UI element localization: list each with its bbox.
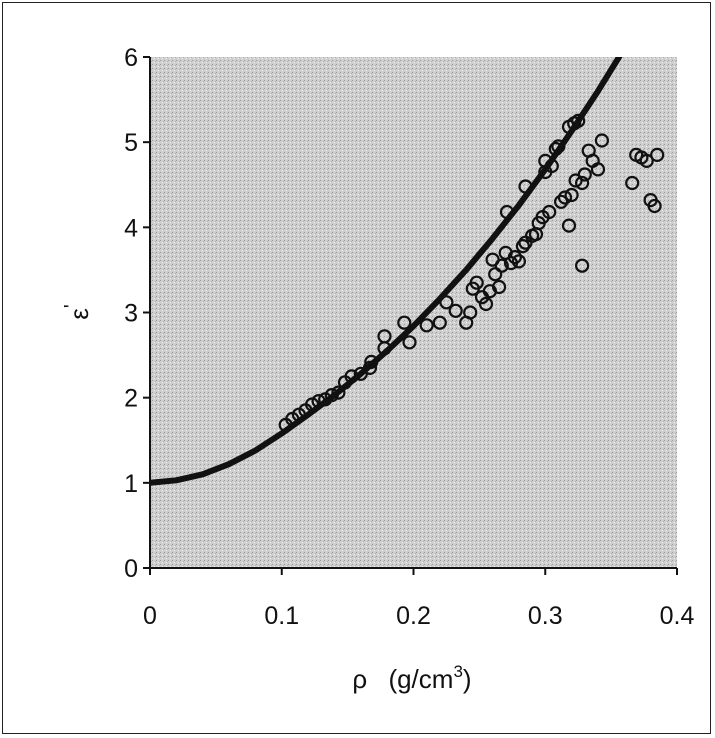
data-point <box>324 388 339 403</box>
data-point <box>311 394 326 409</box>
data-point <box>551 139 566 154</box>
data-point <box>402 335 417 350</box>
x-tick-label: 0 <box>143 602 157 630</box>
x-axis-label: ρ (g/cm3) <box>352 662 471 694</box>
y-ticks: 0 1 2 3 4 5 6 <box>124 44 150 583</box>
y-tick-label: 3 <box>124 300 138 328</box>
data-point <box>331 385 346 400</box>
data-point <box>594 133 610 148</box>
data-point <box>639 153 654 168</box>
x-axis-label-exponent: 3 <box>453 662 462 681</box>
x-ticks: 0 0.1 0.2 0.3 0.4 <box>143 568 694 630</box>
y-axis-label-prime: ' <box>61 304 83 308</box>
y-tick-label: 1 <box>124 470 138 498</box>
data-point <box>542 204 557 220</box>
data-point <box>419 318 434 333</box>
data-point <box>499 204 515 220</box>
y-tick-label: 6 <box>124 44 138 72</box>
data-point <box>574 175 590 191</box>
plot-area <box>150 57 677 568</box>
data-point <box>469 275 484 290</box>
data-point <box>548 141 563 157</box>
data-point <box>625 175 640 191</box>
data-point <box>544 158 559 174</box>
y-tick-label: 4 <box>124 214 138 242</box>
x-tick-label: 0.1 <box>264 602 299 630</box>
data-point <box>364 354 379 369</box>
y-tick-label: 0 <box>124 555 138 583</box>
data-point <box>362 360 378 375</box>
y-tick-label: 5 <box>124 129 138 157</box>
data-point <box>574 258 590 273</box>
series-layer <box>150 57 665 486</box>
x-tick-label: 0.2 <box>396 602 431 630</box>
data-point <box>647 198 662 214</box>
data-point <box>432 315 447 330</box>
data-point <box>377 329 392 344</box>
data-point <box>571 113 586 129</box>
data-point <box>492 279 507 295</box>
data-point <box>518 179 533 194</box>
data-point <box>463 305 478 320</box>
data-point <box>557 190 573 205</box>
y-tick-label: 2 <box>124 385 138 413</box>
data-point <box>511 254 527 269</box>
data-point <box>553 194 569 209</box>
data-point <box>561 218 577 233</box>
data-point <box>448 303 463 318</box>
x-axis-label-close: ) <box>463 664 472 694</box>
x-tick-label: 0.3 <box>528 602 563 630</box>
data-point <box>397 315 412 330</box>
data-point <box>494 258 509 273</box>
x-axis-label-unit: (g/cm <box>388 664 453 694</box>
data-point <box>507 250 523 265</box>
data-point <box>650 147 665 162</box>
x-axis-label-symbol: ρ <box>352 664 367 694</box>
svg-text:ε': ε' <box>61 304 94 319</box>
data-point <box>478 296 494 312</box>
data-point <box>439 295 454 310</box>
data-point <box>515 239 531 254</box>
y-axis-label: ε' <box>61 304 94 319</box>
x-tick-label: 0.4 <box>660 602 695 630</box>
y-axis-label-symbol: ε <box>64 308 94 320</box>
model-curve <box>150 57 623 486</box>
data-point <box>344 369 359 384</box>
data-point <box>590 162 606 177</box>
data-point <box>577 167 592 182</box>
data-point <box>564 187 579 203</box>
